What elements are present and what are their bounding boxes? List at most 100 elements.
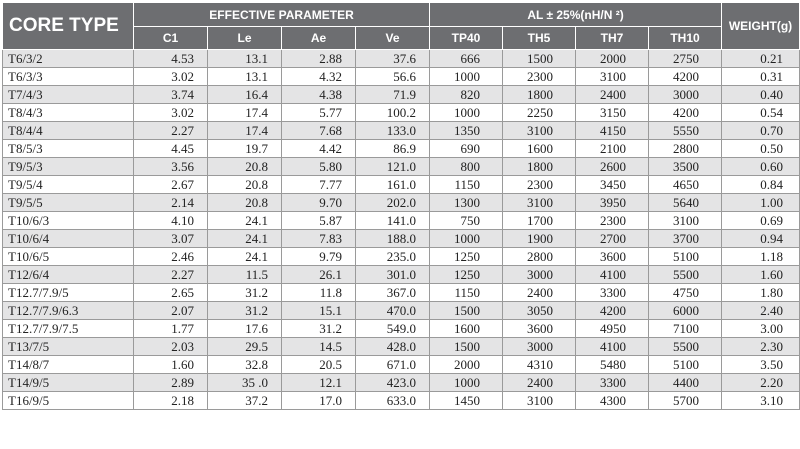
le-cell: 32.8 — [207, 355, 282, 374]
table-body: T6/3/2 4.53 13.1 2.88 37.6 666 1500 2000 2750 0.2… — [2, 49, 800, 410]
c1-cell: 4.10 — [133, 211, 208, 230]
table-row: T13/7/5 2.03 29.5 14.5 428.0 1500 3000 4100 5500… — [2, 337, 800, 356]
c1-cell: 2.27 — [133, 121, 208, 140]
table-row: T9/5/5 2.14 20.8 9.70 202.0 1300 3100 3950 5640 1… — [2, 193, 800, 212]
tp40-cell: 1250 — [429, 247, 504, 266]
th5-cell: 3100 — [502, 193, 577, 212]
tp40-cell: 2000 — [429, 355, 504, 374]
tp40-cell: 1150 — [429, 283, 504, 302]
th5-cell: 2300 — [502, 67, 577, 86]
tp40-cell: 1300 — [429, 193, 504, 212]
th5-cell: 1800 — [502, 157, 577, 176]
le-cell: 13.1 — [207, 49, 282, 68]
tp40-cell: 1000 — [429, 67, 504, 86]
weight-cell: 1.60 — [721, 265, 800, 284]
core-type-cell: T9/5/5 — [2, 193, 134, 212]
header-c1: C1 — [133, 26, 208, 50]
ve-cell: 121.0 — [354, 157, 431, 176]
ae-cell: 17.0 — [281, 391, 356, 410]
th5-cell: 1800 — [502, 85, 577, 104]
core-type-cell: T12.7/7.9/6.3 — [2, 301, 134, 320]
tp40-cell: 1150 — [429, 175, 504, 194]
ve-cell: 100.2 — [354, 103, 431, 122]
le-cell: 19.7 — [207, 139, 282, 158]
ve-cell: 56.6 — [354, 67, 431, 86]
ve-cell: 549.0 — [354, 319, 431, 338]
le-cell: 20.8 — [207, 193, 282, 212]
ae-cell: 15.1 — [281, 301, 356, 320]
table-row: T16/9/5 2.18 37.2 17.0 633.0 1450 3100 4300 5700… — [2, 391, 800, 410]
tp40-cell: 1000 — [429, 373, 504, 392]
table-row: T10/6/5 2.46 24.1 9.79 235.0 1250 2800 3600 5100… — [2, 247, 800, 266]
tp40-cell: 1600 — [429, 319, 504, 338]
weight-cell: 0.50 — [721, 139, 800, 158]
tp40-cell: 666 — [429, 49, 504, 68]
c1-cell: 1.60 — [133, 355, 208, 374]
tp40-cell: 1450 — [429, 391, 504, 410]
header-weight: WEIGHT(g) — [721, 2, 800, 50]
header-ve: Ve — [354, 26, 431, 50]
th5-cell: 3000 — [502, 337, 577, 356]
c1-cell: 2.27 — [133, 265, 208, 284]
ve-cell: 161.0 — [354, 175, 431, 194]
le-cell: 35 .0 — [207, 373, 282, 392]
c1-cell: 4.53 — [133, 49, 208, 68]
core-type-cell: T6/3/2 — [2, 49, 134, 68]
table-row: T8/4/4 2.27 17.4 7.68 133.0 1350 3100 4150 5550 0… — [2, 121, 800, 140]
th7-cell: 4950 — [575, 319, 650, 338]
th7-cell: 3950 — [575, 193, 650, 212]
ae-cell: 9.70 — [281, 193, 356, 212]
header-th5: TH5 — [502, 26, 577, 50]
weight-cell: 0.40 — [721, 85, 800, 104]
table-row: T8/4/3 3.02 17.4 5.77 100.2 1000 2250 3150 4200 0… — [2, 103, 800, 122]
th7-cell: 2700 — [575, 229, 650, 248]
le-cell: 31.2 — [207, 301, 282, 320]
tp40-cell: 1500 — [429, 337, 504, 356]
ae-cell: 5.80 — [281, 157, 356, 176]
core-type-cell: T12.7/7.9/7.5 — [2, 319, 134, 338]
th10-cell: 2750 — [648, 49, 723, 68]
weight-cell: 3.50 — [721, 355, 800, 374]
th7-cell: 4100 — [575, 337, 650, 356]
header-le: Le — [207, 26, 282, 50]
th7-cell: 2600 — [575, 157, 650, 176]
th7-cell: 5480 — [575, 355, 650, 374]
ve-cell: 141.0 — [354, 211, 431, 230]
ae-cell: 4.42 — [281, 139, 356, 158]
table-row: T8/5/3 4.45 19.7 4.42 86.9 690 1600 2100 2800 0.5… — [2, 139, 800, 158]
th10-cell: 3700 — [648, 229, 723, 248]
le-cell: 24.1 — [207, 229, 282, 248]
th10-cell: 4650 — [648, 175, 723, 194]
core-spec-table: CORE TYPE EFFECTIVE PARAMETER AL ± 25%(n… — [2, 2, 800, 410]
th7-cell: 2300 — [575, 211, 650, 230]
core-type-cell: T10/6/3 — [2, 211, 134, 230]
table-row: T14/9/5 2.89 35 .0 12.1 423.0 1000 2400 3300 440… — [2, 373, 800, 392]
table-row: T10/6/4 3.07 24.1 7.83 188.0 1000 1900 2700 3700… — [2, 229, 800, 248]
table-header: CORE TYPE EFFECTIVE PARAMETER AL ± 25%(n… — [2, 2, 800, 50]
core-type-cell: T9/5/3 — [2, 157, 134, 176]
ae-cell: 9.79 — [281, 247, 356, 266]
ve-cell: 301.0 — [354, 265, 431, 284]
table-row: T6/3/3 3.02 13.1 4.32 56.6 1000 2300 3100 4200 0.… — [2, 67, 800, 86]
le-cell: 20.8 — [207, 175, 282, 194]
th7-cell: 4300 — [575, 391, 650, 410]
ve-cell: 188.0 — [354, 229, 431, 248]
th10-cell: 4200 — [648, 103, 723, 122]
th5-cell: 1900 — [502, 229, 577, 248]
table-row: T12.7/7.9/7.5 1.77 17.6 31.2 549.0 1600 3600 49… — [2, 319, 800, 338]
table-row: T14/8/7 1.60 32.8 20.5 671.0 2000 4310 5480 5100… — [2, 355, 800, 374]
header-th10: TH10 — [648, 26, 723, 50]
th5-cell: 3000 — [502, 265, 577, 284]
weight-cell: 1.80 — [721, 283, 800, 302]
tp40-cell: 690 — [429, 139, 504, 158]
c1-cell: 2.89 — [133, 373, 208, 392]
weight-cell: 2.30 — [721, 337, 800, 356]
weight-cell: 3.00 — [721, 319, 800, 338]
th10-cell: 5100 — [648, 247, 723, 266]
ve-cell: 367.0 — [354, 283, 431, 302]
core-type-cell: T9/5/4 — [2, 175, 134, 194]
tp40-cell: 1350 — [429, 121, 504, 140]
core-type-cell: T8/4/3 — [2, 103, 134, 122]
th10-cell: 5500 — [648, 337, 723, 356]
weight-cell: 2.40 — [721, 301, 800, 320]
